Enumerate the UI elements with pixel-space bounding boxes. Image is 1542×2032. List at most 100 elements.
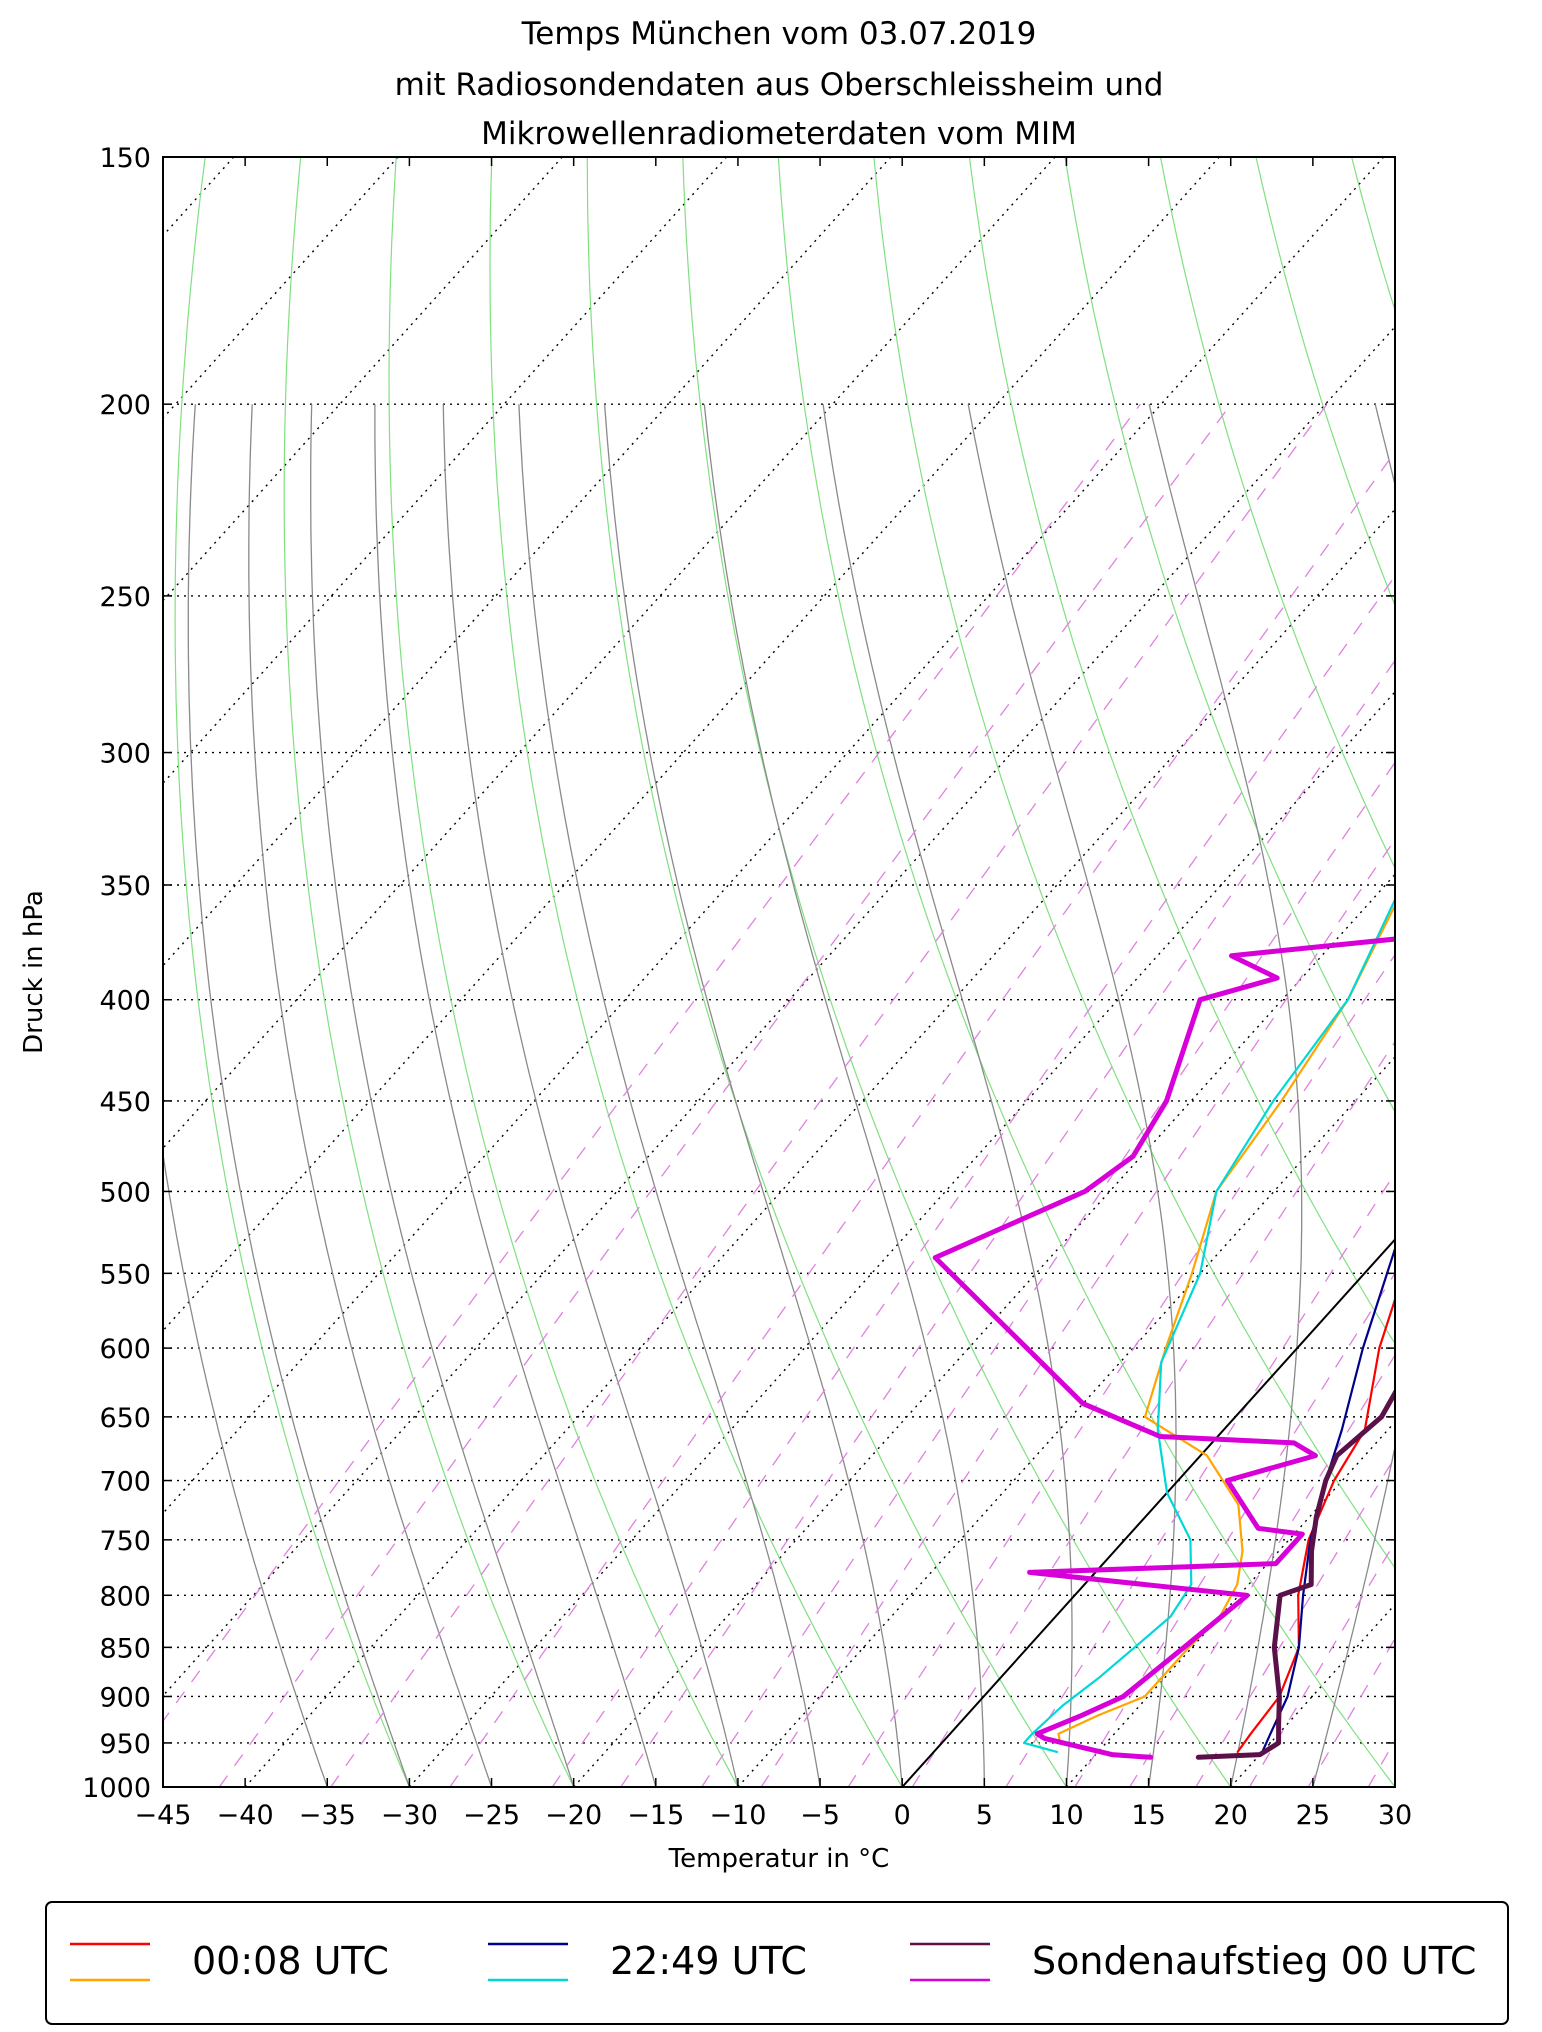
isotherm-line (163, 157, 1385, 1515)
isotherm-line (244, 508, 1395, 1787)
series-dewpoint-3 (1022, 897, 1395, 1754)
mixing-ratio-line (163, 403, 1141, 1723)
y-axis: 150 200 250 300 350 400 450 500 550 600 650 700 750 8… (82, 143, 1395, 1804)
y-tick-label: 1000 (82, 1773, 151, 1804)
dry-adiabat-line (968, 157, 1395, 1345)
moist-adiabat-line (310, 404, 575, 1787)
y-tick-label: 700 (99, 1467, 151, 1498)
dry-adiabat-line (586, 157, 1068, 1787)
series-layer (932, 897, 1395, 1760)
y-tick-label: 750 (99, 1526, 151, 1557)
moist-adiabat-line (187, 404, 411, 1787)
mixing-ratio-line (551, 574, 1395, 1787)
x-tick-label: −10 (709, 1800, 766, 1831)
y-tick-label: 250 (99, 582, 151, 613)
zero-degree-isotherm (901, 1237, 1395, 1787)
mixing-ratio-line (1307, 1637, 1395, 1787)
dry-adiabat-line (1447, 157, 1542, 1787)
x-tick-label: −5 (800, 1800, 840, 1831)
x-tick-label: −20 (545, 1800, 602, 1831)
legend-label: 00:08 UTC (192, 1939, 389, 1983)
isotherm-line (163, 157, 1056, 1150)
grid-layer (163, 157, 1542, 1787)
moist-adiabat-line (822, 404, 1073, 1787)
x-tick-label: −45 (135, 1800, 192, 1831)
dry-adiabat-line (174, 157, 410, 1787)
moist-adiabat-line (374, 404, 657, 1787)
mixing-ratio-line (911, 1040, 1395, 1787)
mixing-ratio-line (218, 403, 1232, 1787)
x-tick-label: 10 (1049, 1800, 1083, 1831)
x-tick-label: 30 (1378, 1800, 1412, 1831)
dry-adiabat-line (489, 157, 903, 1787)
dry-adiabat-line (283, 157, 575, 1787)
series-temperature-4 (1195, 1387, 1395, 1760)
isotherm-line (163, 325, 1395, 1697)
dry-adiabat-line (777, 157, 1395, 1787)
moist-adiabat-line (518, 404, 821, 1787)
mixing-ratio-line (701, 761, 1395, 1787)
chart-title-line-2: mit Radiosondendaten aus Oberschleisshei… (395, 67, 1164, 103)
x-tick-label: −40 (217, 1800, 274, 1831)
legend-label: 22:49 UTC (610, 1939, 807, 1983)
isotherm-line (163, 157, 728, 785)
y-tick-label: 500 (99, 1177, 151, 1208)
series-temperature-0 (1236, 1296, 1395, 1754)
y-tick-label: 850 (99, 1633, 151, 1664)
x-tick-label: 5 (976, 1800, 993, 1831)
moist-adiabat-line (442, 404, 739, 1787)
mixing-ratio-line (847, 953, 1395, 1787)
x-tick-label: 15 (1131, 1800, 1165, 1831)
x-tick-label: 20 (1214, 1800, 1248, 1831)
dry-adiabat-line (388, 157, 739, 1787)
x-tick-label: 25 (1296, 1800, 1330, 1831)
y-tick-label: 450 (99, 1087, 151, 1118)
series-dewpoint-5 (932, 936, 1395, 1760)
y-tick-label: 950 (99, 1729, 151, 1760)
mixing-ratio-line (620, 659, 1395, 1787)
y-tick-label: 550 (99, 1259, 151, 1290)
chart-title-line-3: Mikrowellenradiometerdaten vom MIM (481, 116, 1077, 152)
plot-background (163, 157, 1395, 1787)
x-tick-label: −30 (381, 1800, 438, 1831)
plot-frame (162, 156, 1396, 1788)
mixing-ratio-line (330, 403, 1328, 1787)
x-axis: −45 −40 −35 −30 −25 −20 −15 −10 −5 0 5 10 15 20 25 30 (135, 157, 1412, 1831)
mixing-ratio-line (760, 838, 1395, 1787)
legend-box (45, 1901, 1509, 2025)
dry-adiabat-line (1159, 157, 1395, 870)
moist-adiabat-line (603, 404, 903, 1787)
moist-adiabat-line (163, 1150, 328, 1787)
dry-adiabat-line (682, 157, 1232, 1787)
y-tick-label: 900 (99, 1682, 151, 1713)
y-tick-label: 400 (99, 986, 151, 1017)
y-tick-label: 650 (99, 1403, 151, 1434)
isotherm-line (1065, 1420, 1395, 1787)
mixing-ratio-line (1469, 404, 1542, 1787)
dry-adiabat-line (1255, 157, 1395, 607)
y-tick-label: 350 (99, 871, 151, 902)
y-tick-label: 600 (99, 1334, 151, 1365)
x-tick-label: 0 (894, 1800, 911, 1831)
isotherm-line (408, 690, 1395, 1787)
mixing-ratio-line (1418, 404, 1542, 1787)
mixing-ratio-line (1525, 404, 1542, 1787)
moist-adiabat-line (248, 404, 493, 1787)
isotherm-line (737, 1055, 1395, 1787)
y-tick-label: 150 (99, 143, 151, 174)
x-tick-label: −15 (627, 1800, 684, 1831)
moist-adiabat-line (1312, 404, 1395, 1787)
y-tick-label: 300 (99, 739, 151, 770)
isotherm-line (573, 873, 1395, 1787)
legend: 00:08 UTC 22:49 UTC Sondenaufstieg 00 UTC (45, 1901, 1509, 2025)
isotherm-line (163, 157, 563, 602)
y-tick-label: 800 (99, 1581, 151, 1612)
isotherm-line (163, 157, 892, 967)
moist-adiabat-line (703, 404, 985, 1787)
y-axis-label: Druck in hPa (19, 890, 49, 1054)
legend-label: Sondenaufstieg 00 UTC (1032, 1939, 1476, 1983)
x-tick-label: −35 (299, 1800, 356, 1831)
moist-adiabat-line (1394, 1784, 1395, 1787)
x-axis-label: Temperatur in °C (668, 1844, 890, 1874)
